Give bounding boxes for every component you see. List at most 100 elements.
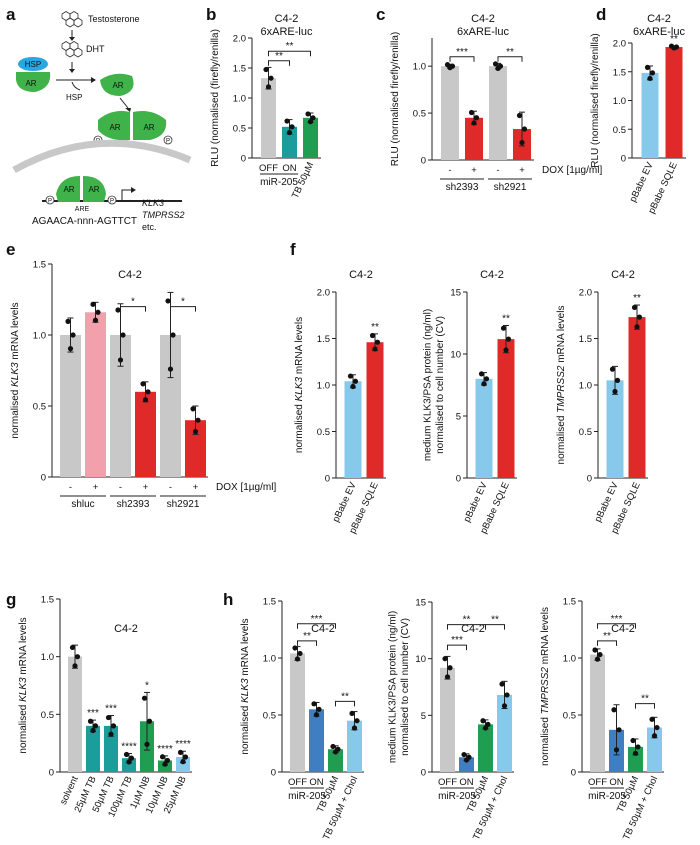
bar bbox=[497, 339, 515, 478]
data-point bbox=[354, 718, 360, 724]
y-tick-label: 0 bbox=[456, 474, 461, 485]
ar-dimer-right bbox=[133, 111, 167, 140]
bar bbox=[590, 654, 605, 772]
data-point bbox=[110, 723, 117, 729]
data-point bbox=[182, 754, 189, 760]
significance-bracket bbox=[447, 644, 467, 651]
data-point bbox=[473, 115, 480, 121]
y-tick-label: 0.5 bbox=[233, 124, 246, 135]
data-point bbox=[90, 727, 96, 734]
data-point bbox=[609, 366, 616, 372]
y-tick-label: 0.5 bbox=[563, 711, 576, 722]
chart-subtitle: 6xARE-luc bbox=[633, 26, 685, 38]
y-tick-label: 2.0 bbox=[317, 288, 330, 299]
ar-dimer-left bbox=[98, 111, 130, 141]
data-point bbox=[263, 66, 269, 73]
group-label: miR-205 bbox=[260, 177, 298, 188]
bar bbox=[86, 725, 100, 772]
bar bbox=[160, 335, 181, 477]
testosterone-label: Testosterone bbox=[88, 14, 140, 24]
data-point bbox=[613, 747, 620, 753]
data-point bbox=[165, 298, 171, 304]
y-axis-label: medium KLK3/PSA protein (ng/ml) normalise… bbox=[388, 611, 412, 763]
data-point bbox=[268, 75, 274, 81]
data-point bbox=[67, 346, 74, 352]
bar bbox=[647, 727, 662, 772]
data-point bbox=[167, 366, 174, 372]
data-point bbox=[330, 743, 336, 750]
bar bbox=[475, 378, 493, 478]
panel-letter-d: d bbox=[596, 5, 606, 24]
panel-letter-e: e bbox=[6, 240, 15, 259]
y-tick-label: 0.5 bbox=[41, 710, 54, 721]
data-point bbox=[351, 725, 358, 731]
ar-label-free: AR bbox=[25, 79, 36, 88]
data-point bbox=[612, 388, 618, 395]
data-point bbox=[594, 656, 601, 662]
data-point bbox=[447, 665, 453, 671]
chart-subtitle: 6xARE-luc bbox=[261, 26, 313, 38]
ar-dna-label-2: AR bbox=[88, 185, 99, 194]
significance-bracket bbox=[170, 306, 196, 312]
bar bbox=[641, 72, 659, 158]
y-tick-label: 0.5 bbox=[579, 427, 592, 438]
data-point bbox=[170, 332, 176, 338]
chart-title: C4-2 bbox=[349, 269, 373, 281]
y-tick-label: 1.5 bbox=[613, 67, 626, 78]
y-axis-label: normalised KLK3 mRNA levels bbox=[10, 302, 21, 438]
y-tick-label: 0.5 bbox=[263, 711, 276, 722]
hsp-label: HSP bbox=[25, 60, 41, 69]
y-tick-label: 1.0 bbox=[413, 62, 426, 73]
y-tick-label: 1.0 bbox=[33, 331, 46, 342]
chart-h-tmprss2: C4-2 0 0.5 1.0 1.5 normalised TMPRSS2 mRNA le… bbox=[540, 597, 664, 842]
data-point bbox=[105, 714, 112, 721]
panel-letter-a: a bbox=[6, 5, 16, 24]
y-tick-label: 1.0 bbox=[263, 654, 276, 665]
x-tick-label: - bbox=[169, 482, 172, 493]
y-axis-label: RLU (normalised firefly/renilla) bbox=[390, 32, 401, 167]
data-point bbox=[651, 733, 658, 739]
data-point bbox=[284, 118, 290, 124]
data-point bbox=[115, 307, 121, 313]
data-point bbox=[144, 741, 150, 747]
y-tick-label: 0 bbox=[571, 768, 576, 779]
data-point bbox=[485, 721, 491, 728]
data-point bbox=[162, 761, 168, 767]
chart-f-tmprss2: C4-2 0 0.5 1.0 1.5 2.0 normalised TMPRSS2 mRNA… bbox=[556, 269, 648, 536]
chart-title: C4-2 bbox=[647, 13, 671, 25]
data-point bbox=[117, 357, 124, 363]
y-tick-label: 1.5 bbox=[263, 597, 276, 608]
x-tick-label: - bbox=[69, 482, 72, 493]
data-point bbox=[495, 65, 501, 72]
y-axis-label: normalised TMPRSS2 mRNA levels bbox=[540, 607, 551, 766]
x-tick-label: - bbox=[496, 165, 499, 176]
chart-g: C4-2 0 0.5 1.0 1.5 normalised KLK3 mRNA level… bbox=[18, 595, 192, 819]
y-axis-label: normalised KLK3 mRNA levels bbox=[294, 317, 305, 453]
data-point bbox=[671, 45, 677, 51]
chart-title: C4-2 bbox=[480, 269, 504, 281]
x-tick-label: - bbox=[448, 165, 451, 176]
data-point bbox=[128, 755, 135, 761]
are-sequence: AGAACA-nnn-AGTTCT bbox=[32, 216, 137, 227]
data-point bbox=[649, 70, 656, 76]
y-tick-label: 1.5 bbox=[233, 64, 246, 75]
bar bbox=[303, 117, 318, 158]
y-axis-label: normalised KLK3 mRNA levels bbox=[240, 618, 251, 754]
chart-title: C4-2 bbox=[311, 623, 335, 635]
dht-label: DHT bbox=[86, 44, 105, 54]
data-point bbox=[72, 663, 78, 669]
panel-letter-g: g bbox=[6, 590, 16, 609]
bar bbox=[282, 126, 297, 158]
y-tick-label: 1.0 bbox=[233, 94, 246, 105]
y-tick-label: 5 bbox=[421, 711, 426, 722]
ar-shape-bound bbox=[100, 73, 134, 96]
x-tick-label: + bbox=[193, 482, 199, 493]
x-tick-label: - bbox=[119, 482, 122, 493]
schematic-panel-a: Testosterone DHT HSP AR HSP AR AR AR bbox=[12, 11, 192, 232]
data-point bbox=[644, 64, 651, 70]
data-point bbox=[592, 647, 598, 653]
data-point bbox=[195, 417, 201, 423]
group-label: miR-205 bbox=[588, 791, 626, 802]
group-label: miR-205 bbox=[288, 791, 326, 802]
